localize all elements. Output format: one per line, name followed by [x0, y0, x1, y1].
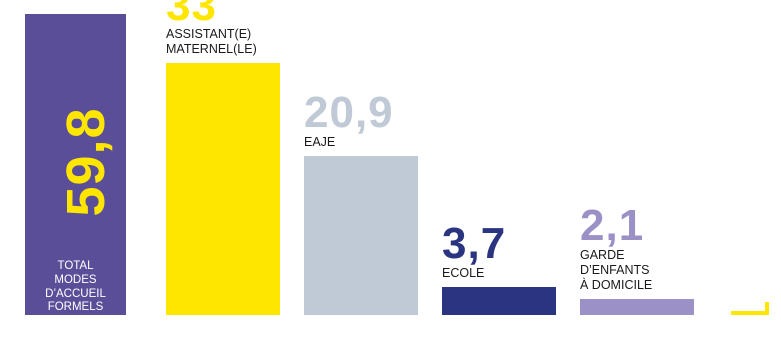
corner-decoration: [731, 302, 769, 315]
total-panel: 59,8 TOTAL MODES D’ACCUEIL FORMELS: [25, 14, 126, 315]
bar-1: [304, 155, 418, 315]
bar-2: [442, 286, 556, 315]
bar-value-3: 2,1: [580, 200, 645, 250]
bar-label-2: ECOLE: [442, 265, 485, 280]
bar-value-0: 33: [166, 0, 217, 30]
bar-value-1: 20,9: [304, 87, 394, 137]
total-value: 59,8: [56, 107, 116, 217]
bar-3: [580, 298, 694, 315]
bar-value-2: 3,7: [442, 218, 507, 268]
bar-0: [166, 63, 280, 315]
total-label: TOTAL MODES D’ACCUEIL FORMELS: [45, 260, 106, 314]
bar-label-0: ASSISTANT(E) MATERNEL(LE): [166, 27, 257, 57]
bar-label-1: EAJE: [304, 134, 336, 149]
bar-label-3: GARDE D’ENFANTS À DOMICILE: [580, 247, 653, 292]
